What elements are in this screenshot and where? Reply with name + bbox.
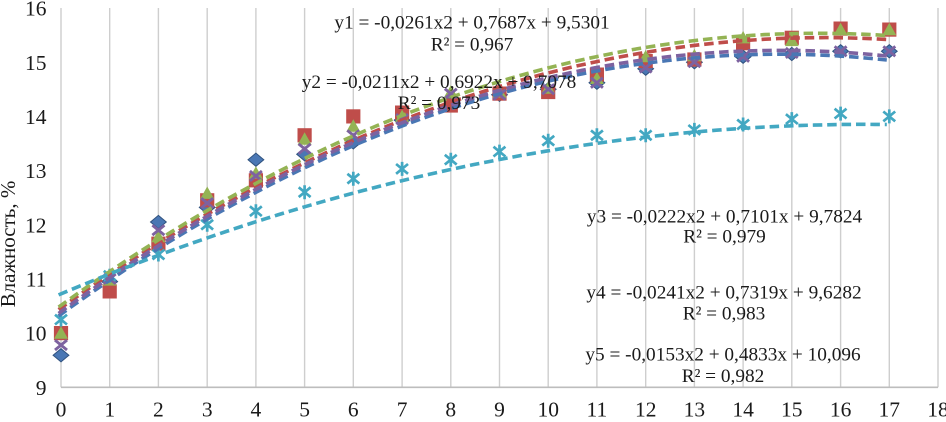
svg-text:R² = 0,967: R² = 0,967 xyxy=(431,35,514,56)
svg-text:18: 18 xyxy=(927,397,946,417)
svg-text:11: 11 xyxy=(587,397,608,417)
svg-text:12: 12 xyxy=(25,213,47,237)
svg-text:y3 = -0,0222x2 + 0,7101x + 9,7: y3 = -0,0222x2 + 0,7101x + 9,7824 xyxy=(587,207,863,228)
svg-text:2: 2 xyxy=(153,397,164,417)
svg-text:y5 = -0,0153x2 + 0,4833x + 10,: y5 = -0,0153x2 + 0,4833x + 10,096 xyxy=(585,345,861,366)
svg-text:R² = 0,983: R² = 0,983 xyxy=(683,304,766,325)
svg-text:5: 5 xyxy=(299,397,310,417)
svg-text:9: 9 xyxy=(36,376,47,400)
svg-text:Влажность, %: Влажность, % xyxy=(0,181,20,308)
svg-text:9: 9 xyxy=(494,397,505,417)
svg-text:y2 = -0,0211x2 + 0,6922x + 9,7: y2 = -0,0211x2 + 0,6922x + 9,7078 xyxy=(302,72,577,93)
svg-text:R² = 0,979: R² = 0,979 xyxy=(683,227,766,248)
svg-text:14: 14 xyxy=(732,397,754,417)
svg-text:8: 8 xyxy=(445,397,456,417)
svg-text:17: 17 xyxy=(879,397,901,417)
svg-text:16: 16 xyxy=(25,0,47,21)
svg-text:4: 4 xyxy=(251,397,262,417)
svg-text:14: 14 xyxy=(25,105,47,129)
svg-text:1: 1 xyxy=(104,397,115,417)
svg-text:R² = 0,973: R² = 0,973 xyxy=(398,93,481,114)
svg-text:0: 0 xyxy=(56,397,67,417)
svg-text:10: 10 xyxy=(25,322,47,346)
svg-text:6: 6 xyxy=(348,397,359,417)
svg-text:11: 11 xyxy=(26,268,47,292)
svg-text:12: 12 xyxy=(635,397,657,417)
svg-text:y4 = -0,0241x2 + 0,7319x + 9,6: y4 = -0,0241x2 + 0,7319x + 9,6282 xyxy=(586,283,861,304)
svg-text:15: 15 xyxy=(781,397,803,417)
svg-text:10: 10 xyxy=(537,397,559,417)
svg-text:16: 16 xyxy=(830,397,852,417)
svg-text:R² = 0,982: R² = 0,982 xyxy=(682,366,765,387)
svg-text:7: 7 xyxy=(397,397,408,417)
svg-text:13: 13 xyxy=(25,159,47,183)
svg-text:13: 13 xyxy=(684,397,706,417)
svg-text:3: 3 xyxy=(202,397,213,417)
svg-text:y1 = -0,0261x2 + 0,7687x + 9,5: y1 = -0,0261x2 + 0,7687x + 9,5301 xyxy=(334,13,609,34)
svg-text:15: 15 xyxy=(25,51,47,75)
